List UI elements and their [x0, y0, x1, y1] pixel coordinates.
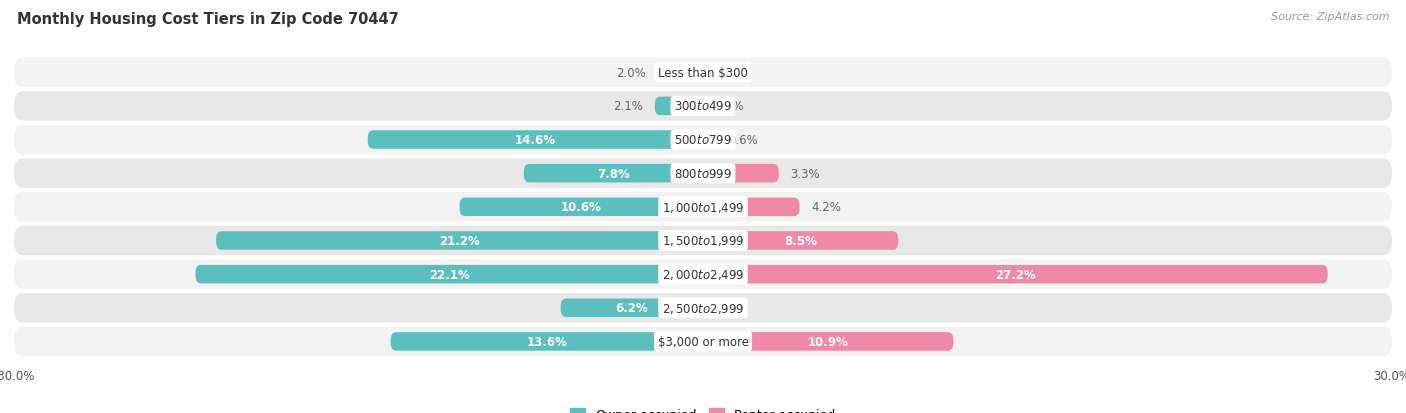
- Text: $3,000 or more: $3,000 or more: [658, 335, 748, 348]
- FancyBboxPatch shape: [703, 131, 717, 150]
- Text: $1,500 to $1,999: $1,500 to $1,999: [662, 234, 744, 248]
- Text: 22.1%: 22.1%: [429, 268, 470, 281]
- FancyBboxPatch shape: [703, 332, 953, 351]
- FancyBboxPatch shape: [14, 260, 1392, 289]
- Text: 3.3%: 3.3%: [790, 167, 820, 180]
- Text: 0.0%: 0.0%: [714, 66, 744, 80]
- FancyBboxPatch shape: [524, 164, 703, 183]
- Text: 10.9%: 10.9%: [807, 335, 849, 348]
- FancyBboxPatch shape: [14, 293, 1392, 323]
- FancyBboxPatch shape: [195, 265, 703, 284]
- FancyBboxPatch shape: [703, 164, 779, 183]
- FancyBboxPatch shape: [14, 327, 1392, 356]
- Text: $300 to $499: $300 to $499: [673, 100, 733, 113]
- Text: $1,000 to $1,499: $1,000 to $1,499: [662, 200, 744, 214]
- Text: 0.0%: 0.0%: [714, 301, 744, 315]
- Legend: Owner-occupied, Renter-occupied: Owner-occupied, Renter-occupied: [565, 404, 841, 413]
- Text: $2,000 to $2,499: $2,000 to $2,499: [662, 268, 744, 282]
- Text: 8.5%: 8.5%: [785, 235, 817, 247]
- FancyBboxPatch shape: [703, 232, 898, 250]
- FancyBboxPatch shape: [14, 92, 1392, 121]
- Text: 2.1%: 2.1%: [613, 100, 644, 113]
- FancyBboxPatch shape: [14, 226, 1392, 256]
- Text: 13.6%: 13.6%: [526, 335, 567, 348]
- Text: $2,500 to $2,999: $2,500 to $2,999: [662, 301, 744, 315]
- FancyBboxPatch shape: [14, 159, 1392, 189]
- Text: 7.8%: 7.8%: [598, 167, 630, 180]
- FancyBboxPatch shape: [368, 131, 703, 150]
- FancyBboxPatch shape: [217, 232, 703, 250]
- Text: 2.0%: 2.0%: [616, 66, 645, 80]
- FancyBboxPatch shape: [391, 332, 703, 351]
- Text: 14.6%: 14.6%: [515, 134, 555, 147]
- Text: Less than $300: Less than $300: [658, 66, 748, 80]
- FancyBboxPatch shape: [460, 198, 703, 216]
- FancyBboxPatch shape: [657, 64, 703, 82]
- Text: Source: ZipAtlas.com: Source: ZipAtlas.com: [1271, 12, 1389, 22]
- Text: $800 to $999: $800 to $999: [673, 167, 733, 180]
- Text: 4.2%: 4.2%: [811, 201, 841, 214]
- Text: 10.6%: 10.6%: [561, 201, 602, 214]
- Text: 0.0%: 0.0%: [714, 100, 744, 113]
- FancyBboxPatch shape: [655, 97, 703, 116]
- Text: Monthly Housing Cost Tiers in Zip Code 70447: Monthly Housing Cost Tiers in Zip Code 7…: [17, 12, 399, 27]
- FancyBboxPatch shape: [14, 126, 1392, 155]
- Text: 21.2%: 21.2%: [439, 235, 479, 247]
- FancyBboxPatch shape: [14, 58, 1392, 88]
- Text: 6.2%: 6.2%: [616, 301, 648, 315]
- FancyBboxPatch shape: [703, 198, 800, 216]
- Text: $500 to $799: $500 to $799: [673, 134, 733, 147]
- Text: 27.2%: 27.2%: [995, 268, 1036, 281]
- FancyBboxPatch shape: [14, 192, 1392, 222]
- FancyBboxPatch shape: [561, 299, 703, 317]
- Text: 0.6%: 0.6%: [728, 134, 758, 147]
- FancyBboxPatch shape: [703, 265, 1327, 284]
